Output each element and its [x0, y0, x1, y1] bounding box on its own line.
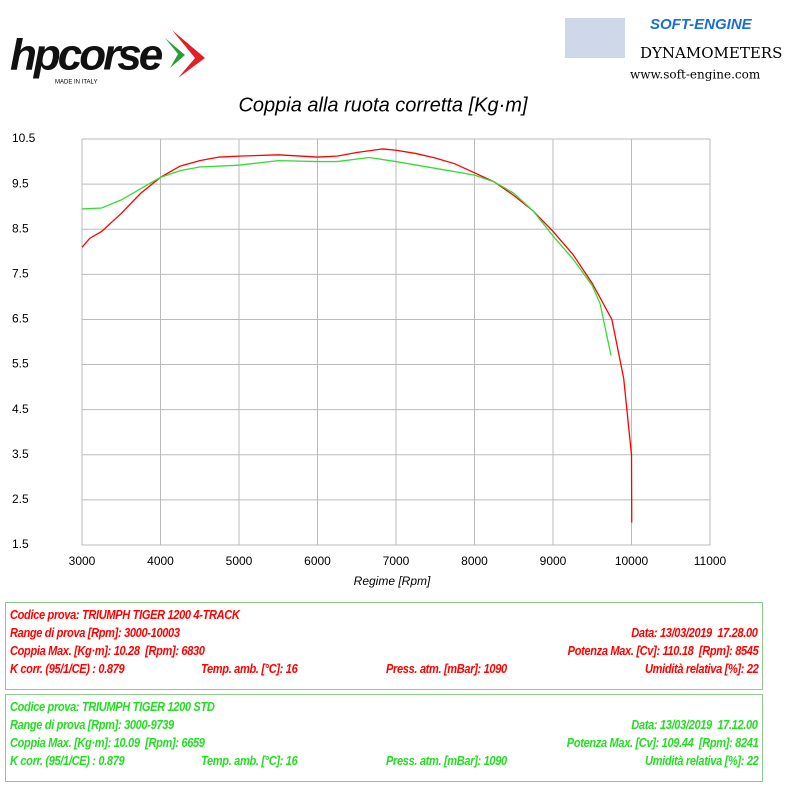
y-tick-label: 2.5 — [12, 492, 29, 506]
brand-logo: hpcorse — [10, 31, 163, 80]
test-k: K corr. (95/1/CE) : 0.879 — [10, 661, 125, 676]
x-tick-label: 7000 — [383, 554, 410, 568]
x-axis-label: Regime [Rpm] — [354, 574, 431, 588]
test-power: Potenza Max. [Cv]: 109.44 [Rpm]: 8241 — [566, 735, 758, 750]
x-tick-label: 8000 — [461, 554, 488, 568]
test-k: K corr. (95/1/CE) : 0.879 — [10, 753, 125, 768]
x-tick-label: 6000 — [304, 554, 331, 568]
y-tick-label: 10.5 — [12, 131, 36, 145]
test-range: Range di prova [Rpm]: 3000-10003 — [10, 625, 180, 640]
test-range: Range di prova [Rpm]: 3000-9739 — [10, 717, 174, 732]
y-tick-label: 3.5 — [12, 447, 29, 461]
test-box: Codice prova: TRIUMPH TIGER 1200 4-TRACK… — [5, 602, 763, 690]
y-tick-label: 9.5 — [12, 176, 29, 190]
y-tick-label: 4.5 — [12, 402, 29, 416]
test-humidity: Umidità relativa [%]: 22 — [644, 661, 759, 676]
chart: hpcorse MADE IN ITALY SOFT-ENGINE DYNAMO… — [10, 16, 782, 588]
x-tick-label: 11000 — [694, 554, 727, 568]
y-tick-label: 6.5 — [12, 312, 29, 326]
x-tick-label: 9000 — [540, 554, 567, 568]
brand-sub: MADE IN ITALY — [55, 80, 97, 86]
dyno-title: DYNAMOMETERS — [640, 44, 782, 62]
dyno-brand: SOFT-ENGINE — [650, 16, 753, 33]
y-tick-label: 7.5 — [12, 267, 29, 281]
test-torque: Coppia Max. [Kg·m]: 10.09 [Rpm]: 6659 — [10, 735, 205, 750]
x-tick-label: 5000 — [226, 554, 253, 568]
y-tick-label: 1.5 — [12, 537, 29, 551]
dyno-url: www.soft-engine.com — [630, 68, 761, 82]
torque-line — [81, 148, 633, 523]
test-box: Codice prova: TRIUMPH TIGER 1200 STD Rang… — [5, 694, 763, 782]
test-press: Press. atm. [mBar]: 1090 — [386, 753, 507, 768]
test-date: Data: 13/03/2019 17.12.00 — [631, 717, 759, 732]
test-torque: Coppia Max. [Kg·m]: 10.28 [Rpm]: 6830 — [10, 643, 205, 658]
test-code: Codice prova: TRIUMPH TIGER 1200 STD — [10, 699, 215, 714]
x-tick-label: 4000 — [147, 554, 174, 568]
test-temp: Temp. amb. [°C]: 16 — [201, 753, 298, 768]
logo-flag — [165, 38, 185, 68]
test-power: Potenza Max. [Cv]: 110.18 [Rpm]: 8545 — [567, 643, 758, 658]
test-temp: Temp. amb. [°C]: 16 — [201, 661, 298, 676]
test-humidity: Umidità relativa [%]: 22 — [644, 753, 759, 768]
chart-title: Coppia alla ruota corretta [Kg·m] — [238, 94, 527, 116]
y-tick-label: 5.5 — [12, 357, 29, 371]
x-tick-label: 3000 — [69, 554, 96, 568]
test-press: Press. atm. [mBar]: 1090 — [386, 661, 507, 676]
test-date: Data: 13/03/2019 17.28.00 — [631, 625, 759, 640]
dyno-logo — [565, 18, 625, 58]
test-code: Codice prova: TRIUMPH TIGER 1200 4-TRACK — [10, 607, 240, 622]
x-tick-label: 10000 — [615, 554, 649, 568]
logo-flag — [172, 30, 205, 78]
torque-line — [81, 156, 612, 356]
y-tick-label: 8.5 — [12, 221, 29, 235]
